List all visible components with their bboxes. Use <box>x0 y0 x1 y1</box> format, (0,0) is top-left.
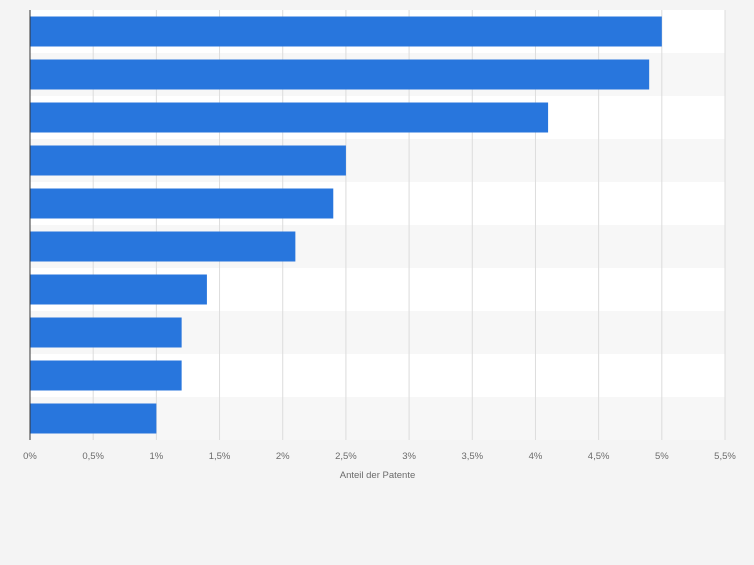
x-tick-label: 5% <box>655 451 669 462</box>
x-axis-title: Anteil der Patente <box>340 470 416 481</box>
bar <box>30 231 296 262</box>
x-tick-label: 2% <box>276 451 290 462</box>
x-tick-label: 4% <box>529 451 543 462</box>
bar <box>30 317 182 348</box>
bar <box>30 360 182 391</box>
x-tick-label: 4,5% <box>588 451 610 462</box>
bar <box>30 102 549 133</box>
x-tick-label: 1% <box>149 451 163 462</box>
x-tick-label: 0% <box>23 451 37 462</box>
bars <box>30 16 662 434</box>
x-tick-label: 1,5% <box>209 451 231 462</box>
bar <box>30 145 346 176</box>
x-tick-labels: 0% 0,5% 1% 1,5% 2% 2,5% 3% 3,5% 4% 4,5% 5% 5,5% <box>23 451 736 462</box>
bar <box>30 403 157 434</box>
x-tick-label: 2,5% <box>335 451 357 462</box>
x-tick-label: 3% <box>402 451 416 462</box>
bar <box>30 274 207 305</box>
bar <box>30 16 662 47</box>
bar <box>30 59 650 90</box>
x-tick-label: 0,5% <box>82 451 104 462</box>
bar <box>30 188 334 219</box>
x-tick-label: 5,5% <box>714 451 736 462</box>
x-tick-label: 3,5% <box>461 451 483 462</box>
